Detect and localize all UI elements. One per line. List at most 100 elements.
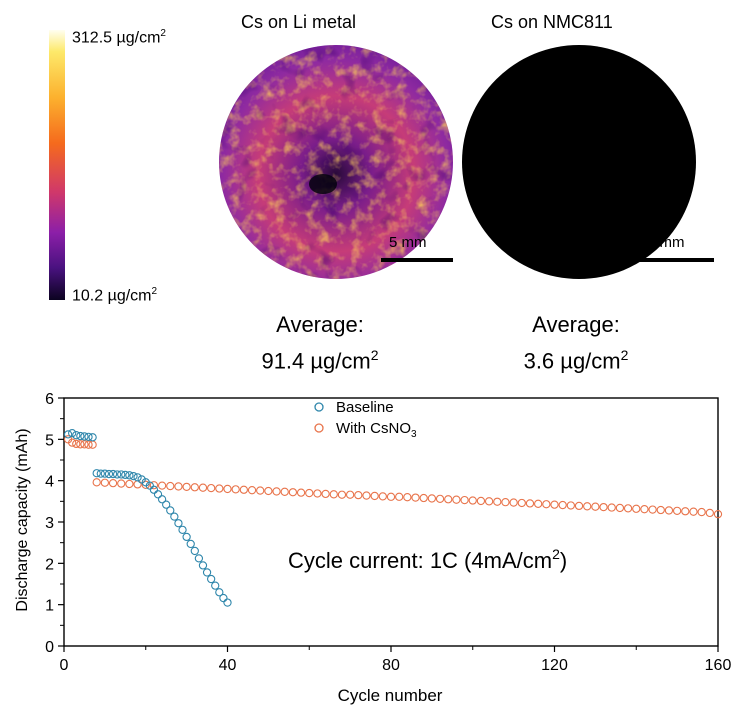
point-csno3 — [68, 438, 77, 447]
point-baseline — [92, 469, 101, 478]
legend: Baseline With CsNO3 — [314, 399, 417, 440]
point-csno3 — [288, 488, 298, 497]
colorbar-max-label: 312.5 µg/cm2 — [72, 28, 166, 47]
legend-marker-csno3 — [314, 423, 324, 433]
point-csno3 — [329, 490, 338, 499]
chart-annotation: Cycle current: 1C (4mA/cm2) — [288, 546, 567, 573]
point-csno3 — [591, 502, 600, 511]
legend-label-csno3: With CsNO3 — [336, 420, 417, 440]
legend-label-baseline: Baseline — [336, 399, 394, 416]
point-csno3 — [517, 498, 526, 508]
point-csno3 — [672, 506, 682, 515]
point-csno3 — [574, 501, 584, 511]
scale-bar-li — [381, 258, 453, 262]
point-baseline — [182, 532, 191, 542]
point-baseline — [72, 431, 81, 440]
point-csno3 — [566, 501, 575, 510]
point-csno3 — [182, 482, 191, 492]
point-csno3 — [72, 439, 81, 449]
point-csno3 — [444, 495, 453, 504]
point-baseline — [190, 546, 199, 556]
point-baseline — [84, 432, 93, 442]
colorbar — [49, 30, 65, 300]
y-axis-label: Discharge capacity (mAh) — [14, 428, 31, 611]
y-tick-label: 5 — [45, 432, 54, 449]
point-csno3 — [558, 500, 567, 510]
point-csno3 — [133, 480, 142, 489]
point-baseline — [206, 574, 216, 584]
point-baseline — [80, 432, 89, 441]
point-csno3 — [386, 492, 396, 501]
point-baseline — [202, 568, 212, 577]
point-csno3 — [542, 500, 551, 509]
point-baseline — [149, 485, 159, 494]
average-nmc: Average: 3.6 µg/cm2 — [523, 312, 629, 374]
point-csno3 — [640, 505, 649, 514]
point-csno3 — [452, 495, 461, 504]
scale-bar-nmc — [626, 258, 714, 262]
scale-label-li: 5 mm — [389, 234, 427, 251]
point-csno3 — [395, 492, 404, 501]
point-baseline — [63, 430, 73, 439]
point-baseline — [112, 470, 122, 479]
point-csno3 — [550, 500, 559, 509]
point-csno3 — [632, 504, 641, 513]
point-baseline — [157, 495, 167, 504]
map-title-nmc: Cs on NMC811 — [491, 12, 613, 32]
y-tick-label: 0 — [45, 639, 54, 656]
discharge-capacity-chart: 0 40 80 120 160 0 1 2 3 4 5 6 Discharge capacity (m… — [14, 391, 732, 705]
point-csno3 — [264, 486, 273, 496]
point-csno3 — [419, 493, 428, 503]
y-tick-label: 6 — [45, 391, 54, 408]
point-csno3 — [231, 485, 240, 494]
point-csno3 — [403, 493, 412, 502]
x-tick-label: 160 — [705, 657, 732, 674]
point-baseline — [162, 500, 171, 509]
point-csno3 — [460, 495, 469, 505]
average-li: Average: 91.4 µg/cm2 — [261, 312, 379, 374]
y-tick-label: 3 — [45, 515, 54, 532]
point-baseline — [178, 525, 187, 535]
point-csno3 — [713, 509, 723, 519]
point-csno3 — [493, 497, 502, 506]
point-csno3 — [296, 488, 306, 497]
point-csno3 — [272, 487, 281, 496]
point-csno3 — [378, 492, 387, 501]
point-baseline — [121, 470, 130, 480]
point-baseline — [166, 506, 175, 515]
point-csno3 — [607, 503, 616, 512]
cs-map-li-metal — [219, 45, 453, 279]
point-csno3 — [198, 483, 208, 492]
point-baseline — [133, 473, 142, 482]
point-csno3 — [370, 491, 379, 501]
point-csno3 — [108, 478, 118, 488]
point-csno3 — [648, 505, 657, 514]
point-csno3 — [149, 481, 159, 490]
point-csno3 — [354, 490, 363, 500]
point-csno3 — [174, 482, 183, 491]
point-csno3 — [345, 490, 355, 499]
point-csno3 — [80, 440, 89, 449]
point-csno3 — [76, 440, 85, 449]
point-csno3 — [501, 498, 510, 507]
point-csno3 — [100, 478, 110, 487]
point-baseline — [211, 581, 220, 590]
point-baseline — [129, 471, 138, 481]
point-csno3 — [599, 502, 608, 512]
point-baseline — [223, 598, 232, 607]
point-csno3 — [125, 479, 134, 489]
point-csno3 — [468, 496, 477, 505]
point-baseline — [88, 433, 97, 442]
point-csno3 — [313, 489, 322, 498]
point-csno3 — [223, 484, 232, 494]
point-csno3 — [256, 486, 265, 495]
point-csno3 — [525, 499, 535, 508]
cs-map-nmc811 — [462, 45, 696, 279]
point-baseline — [76, 431, 85, 441]
point-csno3 — [117, 479, 126, 488]
point-csno3 — [84, 440, 93, 449]
point-csno3 — [681, 507, 690, 516]
x-tick-label: 0 — [60, 657, 69, 674]
point-csno3 — [583, 502, 592, 511]
point-baseline — [219, 593, 228, 603]
